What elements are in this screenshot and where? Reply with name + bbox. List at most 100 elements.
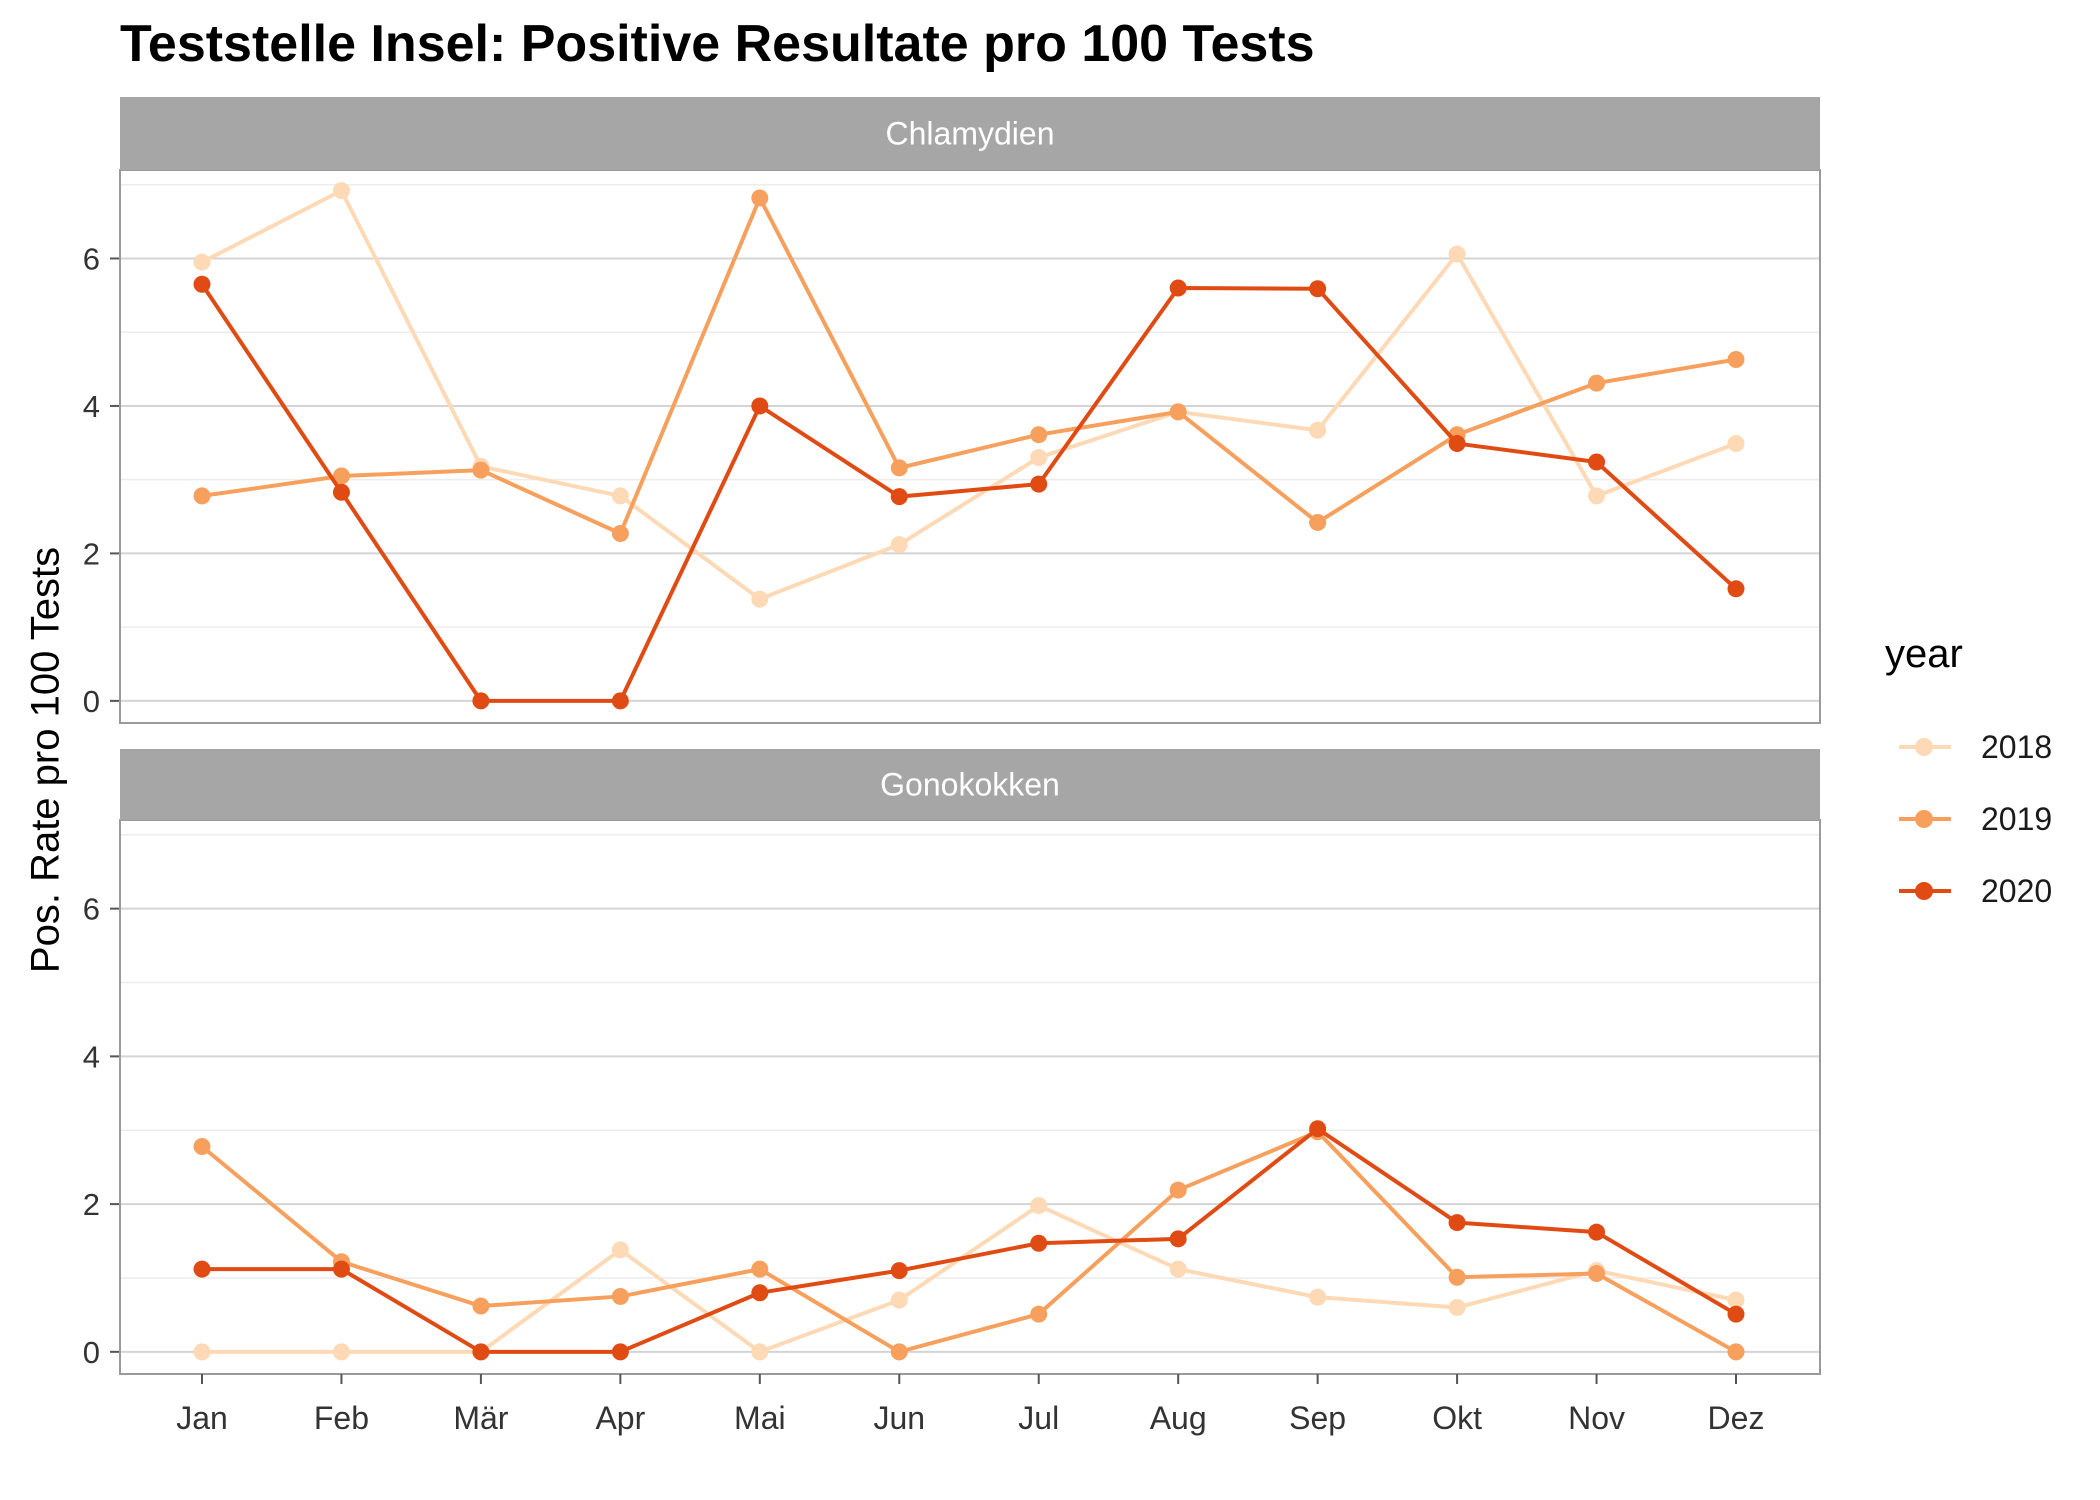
series-line-2018 — [202, 1203, 1737, 1354]
data-point-2020 — [472, 692, 490, 710]
y-axis-title: Pos. Rate pro 100 Tests — [23, 546, 68, 974]
data-point-2018 — [332, 1343, 350, 1361]
legend-item-2020: 2020 — [1885, 855, 2052, 927]
data-point-2019 — [193, 1137, 211, 1155]
data-point-2018 — [1169, 1260, 1187, 1278]
data-point-2020 — [1448, 435, 1466, 453]
legend-title: year — [1885, 632, 1963, 676]
facet-strip — [120, 97, 1820, 170]
legend-key-2020 — [1885, 876, 1965, 906]
data-point-2018 — [193, 253, 211, 271]
data-point-2018 — [1448, 245, 1466, 263]
series-line-2020 — [200, 283, 1738, 703]
data-point-2018 — [1448, 1299, 1466, 1317]
x-tick-label: Aug — [1150, 1400, 1207, 1436]
data-point-2019 — [1727, 1343, 1745, 1361]
data-point-2019 — [193, 487, 211, 505]
data-point-2019 — [751, 1260, 769, 1278]
data-point-2020 — [193, 275, 211, 293]
legend-item-2019: 2019 — [1885, 783, 2052, 855]
y-tick-label: 2 — [83, 1187, 100, 1222]
data-point-2018 — [193, 1343, 211, 1361]
legend-label-2020: 2020 — [1981, 872, 2053, 909]
y-tick-label: 6 — [83, 241, 100, 276]
data-point-2019 — [1169, 1181, 1187, 1199]
data-point-2019 — [1588, 1265, 1606, 1283]
data-point-2020 — [611, 1343, 629, 1361]
data-point-2020 — [332, 1260, 350, 1278]
data-point-2018 — [1030, 1197, 1048, 1215]
data-point-2019 — [472, 461, 490, 479]
data-point-2018 — [751, 1343, 769, 1361]
y-tick-label: 0 — [83, 684, 100, 719]
x-tick-label: Sep — [1289, 1400, 1346, 1436]
data-point-2019 — [1030, 1305, 1048, 1323]
x-tick-label: Jun — [873, 1400, 925, 1436]
data-point-2020 — [1588, 453, 1606, 471]
data-point-2018 — [1727, 1291, 1745, 1309]
data-point-2020 — [890, 488, 908, 506]
data-point-2019 — [1448, 1268, 1466, 1286]
data-point-2019 — [890, 459, 908, 477]
data-point-2020 — [1727, 580, 1745, 598]
series-line-2020 — [202, 1126, 1738, 1354]
data-point-2018 — [1030, 449, 1048, 467]
data-point-2018 — [751, 590, 769, 608]
x-tick-label: Okt — [1432, 1400, 1482, 1436]
data-point-2019 — [751, 189, 769, 207]
legend-key-dot — [1915, 882, 1933, 900]
data-point-2020 — [1309, 280, 1327, 298]
chart-title: Teststelle Insel: Positive Resultate pro… — [120, 15, 1315, 73]
x-tick-label: Jan — [176, 1400, 228, 1436]
x-tick-label: Mai — [734, 1400, 786, 1436]
x-tick-label: Feb — [314, 1400, 369, 1436]
data-point-2019 — [1169, 403, 1187, 421]
data-point-2020 — [332, 483, 350, 501]
legend-key-2018 — [1885, 732, 1965, 762]
series-line-2018 — [201, 188, 1737, 602]
data-point-2020 — [1727, 1305, 1745, 1323]
legend-item-2018: 2018 — [1885, 711, 2052, 783]
legend-key-2019 — [1885, 804, 1965, 834]
x-tick-label: Mär — [453, 1400, 508, 1436]
data-point-2019 — [890, 1343, 908, 1361]
data-point-2020 — [1588, 1223, 1606, 1241]
legend-label-2019: 2019 — [1981, 800, 2053, 837]
facet-strip-label: Chlamydien — [886, 116, 1055, 152]
data-point-2020 — [1448, 1214, 1466, 1232]
x-tick-label: Jul — [1018, 1400, 1059, 1436]
data-point-2020 — [1169, 279, 1187, 297]
data-point-2019 — [1309, 513, 1327, 531]
y-tick-label: 4 — [83, 1039, 100, 1074]
data-point-2019 — [472, 1297, 490, 1315]
data-point-2018 — [1727, 435, 1745, 453]
data-point-2019 — [1727, 350, 1745, 368]
series-line-2019 — [201, 196, 1737, 536]
data-point-2020 — [1169, 1230, 1187, 1248]
x-tick-label: Apr — [595, 1400, 645, 1436]
data-point-2019 — [1588, 374, 1606, 392]
data-point-2020 — [751, 1284, 769, 1302]
legend-key-dot — [1915, 810, 1933, 828]
data-point-2018 — [890, 536, 908, 554]
data-point-2018 — [611, 487, 629, 505]
data-point-2018 — [1588, 487, 1606, 505]
y-tick-label: 2 — [83, 536, 100, 571]
facet-strip — [120, 749, 1820, 820]
legend: year 2018 2019 2020 — [1885, 632, 2052, 927]
data-point-2018 — [1309, 1288, 1327, 1306]
data-point-2020 — [751, 397, 769, 415]
legend-label-2018: 2018 — [1981, 728, 2053, 765]
data-point-2018 — [1309, 421, 1327, 439]
y-tick-label: 6 — [83, 892, 100, 927]
data-point-2020 — [1030, 475, 1048, 493]
y-tick-label: 4 — [83, 389, 100, 424]
data-point-2018 — [611, 1241, 629, 1259]
series-line-2019 — [200, 1129, 1737, 1354]
data-point-2020 — [611, 692, 629, 710]
x-tick-label: Nov — [1568, 1400, 1625, 1436]
data-point-2020 — [1309, 1120, 1327, 1138]
x-tick-label: Dez — [1708, 1400, 1765, 1436]
